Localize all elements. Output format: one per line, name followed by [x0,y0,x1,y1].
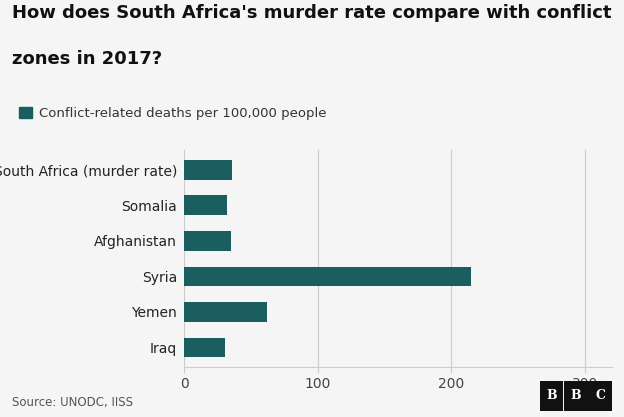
Bar [184,196,227,215]
Text: How does South Africa's murder rate compare with conflict: How does South Africa's murder rate comp… [12,4,612,22]
Bar [184,231,231,251]
Bar [184,266,471,286]
Text: B: B [546,389,557,402]
Text: C: C [595,389,605,402]
Text: zones in 2017?: zones in 2017? [12,50,163,68]
Legend: Conflict-related deaths per 100,000 people: Conflict-related deaths per 100,000 peop… [19,107,326,120]
Bar [184,302,267,322]
Text: Source: UNODC, IISS: Source: UNODC, IISS [12,396,134,409]
Text: B: B [570,389,582,402]
Bar [184,160,232,179]
Bar [184,338,225,357]
